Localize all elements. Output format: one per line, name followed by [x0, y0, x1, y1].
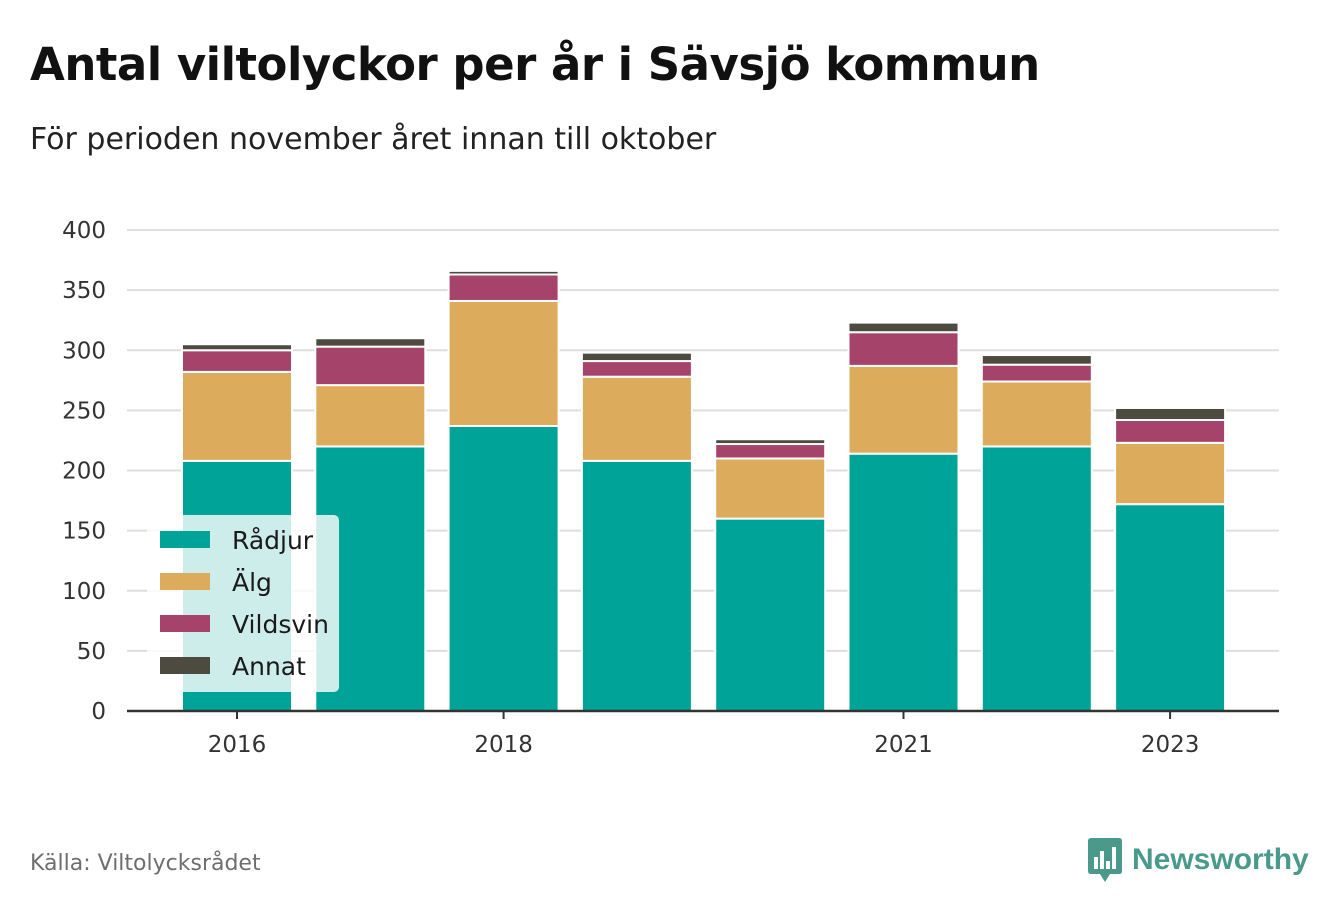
bar-segment — [714, 517, 827, 712]
bar-segment — [447, 299, 560, 428]
bar-segment — [314, 384, 427, 448]
legend-swatch — [160, 573, 210, 590]
legend-swatch — [160, 531, 210, 548]
bar-segment — [580, 459, 693, 712]
bar-segment — [447, 273, 560, 302]
x-tick-label: 2023 — [1141, 732, 1200, 758]
bar-segment — [1114, 406, 1227, 421]
y-tick-label: 200 — [62, 459, 106, 485]
chart-subtitle: För perioden november året innan till ok… — [30, 122, 717, 157]
bar-segment — [980, 354, 1093, 366]
legend-background — [147, 515, 339, 692]
bar-segment — [1114, 441, 1227, 506]
legend-label: Vildsvin — [232, 610, 329, 639]
bar-segment — [714, 457, 827, 520]
brand-name: Newsworthy — [1132, 843, 1309, 876]
bar-segment — [1114, 418, 1227, 444]
brand-logo: Newsworthy — [1088, 838, 1309, 882]
y-tick-label: 0 — [91, 699, 106, 725]
bar-segment — [314, 345, 427, 387]
y-tick-label: 300 — [62, 338, 106, 364]
bar-segment — [314, 337, 427, 348]
axes: 0 50 100 150 200 250 300 350 400 2016 2018 2021 2023 — [62, 218, 1279, 758]
legend-label: Rådjur — [232, 526, 314, 555]
legend-swatch — [160, 657, 210, 674]
legend-label: Annat — [232, 652, 306, 681]
bar-segment — [580, 351, 693, 363]
legend-swatch — [160, 615, 210, 632]
y-tick-label: 50 — [77, 639, 106, 665]
bar-segment — [980, 445, 1093, 712]
bar-segment — [580, 375, 693, 462]
legend-label: Älg — [232, 568, 272, 597]
bar-segment — [181, 370, 293, 462]
legend: Rådjur Älg Vildsvin Annat — [147, 515, 339, 692]
bar-segment — [847, 364, 960, 455]
bar-segment — [847, 321, 960, 334]
y-tick-label: 100 — [62, 579, 106, 605]
bar-segment — [181, 343, 293, 352]
bar-segment — [181, 349, 293, 373]
bar-segment — [447, 269, 560, 276]
x-tick-label: 2016 — [208, 732, 267, 758]
bar-segment — [847, 452, 960, 712]
y-tick-label: 150 — [62, 519, 106, 545]
y-tick-label: 250 — [62, 398, 106, 424]
bar-segment — [580, 360, 693, 378]
x-tick-label: 2018 — [474, 732, 533, 758]
bar-segment — [980, 363, 1093, 383]
x-tick-label: 2021 — [874, 732, 933, 758]
bar-segment — [714, 438, 827, 446]
bar-chart-speech-bubble-icon — [1088, 838, 1122, 882]
chart-title: Antal viltolyckor per år i Sävsjö kommun — [30, 38, 1040, 91]
bar-segment — [714, 443, 827, 460]
bar-segment — [980, 380, 1093, 448]
bar-segment — [847, 331, 960, 367]
source-note: Källa: Viltolycksrådet — [30, 851, 261, 876]
y-tick-label: 400 — [62, 218, 106, 244]
bars — [181, 269, 1227, 713]
bar-segment — [1114, 503, 1227, 713]
bar-segment — [447, 425, 560, 712]
y-tick-label: 350 — [62, 278, 106, 304]
